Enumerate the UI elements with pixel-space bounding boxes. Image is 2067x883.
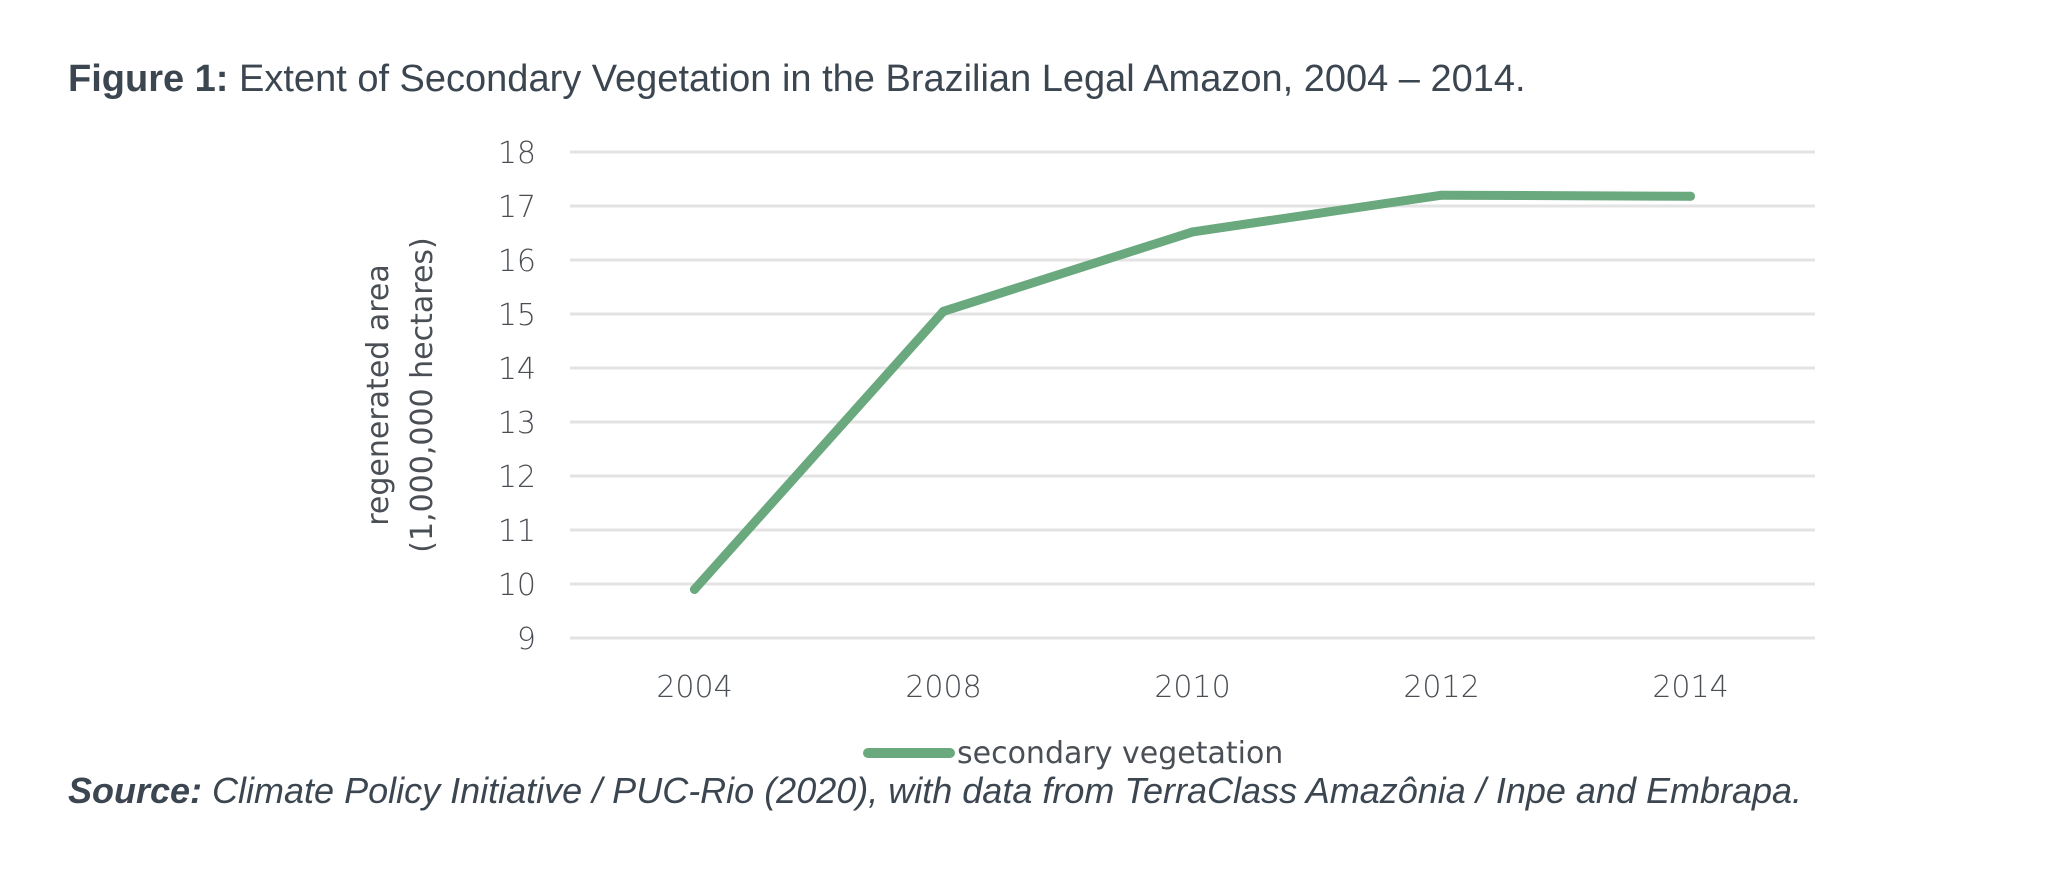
x-tick-label: 2012 bbox=[1403, 670, 1479, 705]
y-tick-label: 12 bbox=[498, 460, 536, 495]
source-note: Source: Climate Policy Initiative / PUC-… bbox=[68, 770, 1802, 812]
x-tick-label: 2008 bbox=[905, 670, 981, 705]
data-point-2004 bbox=[690, 584, 699, 594]
legend: secondary vegetation bbox=[863, 736, 1283, 771]
y-tick-label: 15 bbox=[498, 298, 536, 333]
data-point-2008 bbox=[939, 306, 948, 316]
source-label: Source: bbox=[68, 770, 203, 811]
source-text: Climate Policy Initiative / PUC-Rio (202… bbox=[202, 770, 1803, 811]
figure-caption: Figure 1: Extent of Secondary Vegetation… bbox=[68, 58, 1526, 101]
y-axis-title-line-1: regenerated area bbox=[361, 264, 396, 526]
x-tick-labels: 2004 2008 2010 2012 2014 bbox=[656, 670, 1728, 705]
y-tick-label: 18 bbox=[498, 136, 536, 171]
legend-label-secondary-vegetation: secondary vegetation bbox=[957, 736, 1283, 771]
y-tick-label: 10 bbox=[498, 568, 536, 603]
data-point-2014 bbox=[1686, 191, 1695, 201]
x-tick-label: 2014 bbox=[1652, 670, 1728, 705]
x-tick-label: 2010 bbox=[1154, 670, 1230, 705]
y-tick-labels: 9 10 11 12 13 14 15 16 17 18 bbox=[498, 136, 536, 657]
y-tick-label: 9 bbox=[517, 622, 536, 657]
x-tick-label: 2004 bbox=[656, 670, 732, 705]
y-tick-label: 17 bbox=[498, 190, 536, 225]
y-tick-label: 13 bbox=[498, 406, 536, 441]
figure-title: Extent of Secondary Vegetation in the Br… bbox=[228, 58, 1526, 100]
y-tick-label: 16 bbox=[498, 244, 536, 279]
y-tick-label: 11 bbox=[498, 514, 536, 549]
y-axis-title-line-2: (1,000,000 hectares) bbox=[405, 237, 440, 553]
series-lines bbox=[690, 190, 1695, 594]
figure-label: Figure 1: bbox=[68, 58, 229, 100]
gridlines bbox=[570, 150, 1815, 640]
y-tick-label: 14 bbox=[498, 352, 536, 387]
data-point-2012 bbox=[1437, 190, 1446, 200]
data-point-2010 bbox=[1188, 227, 1197, 237]
